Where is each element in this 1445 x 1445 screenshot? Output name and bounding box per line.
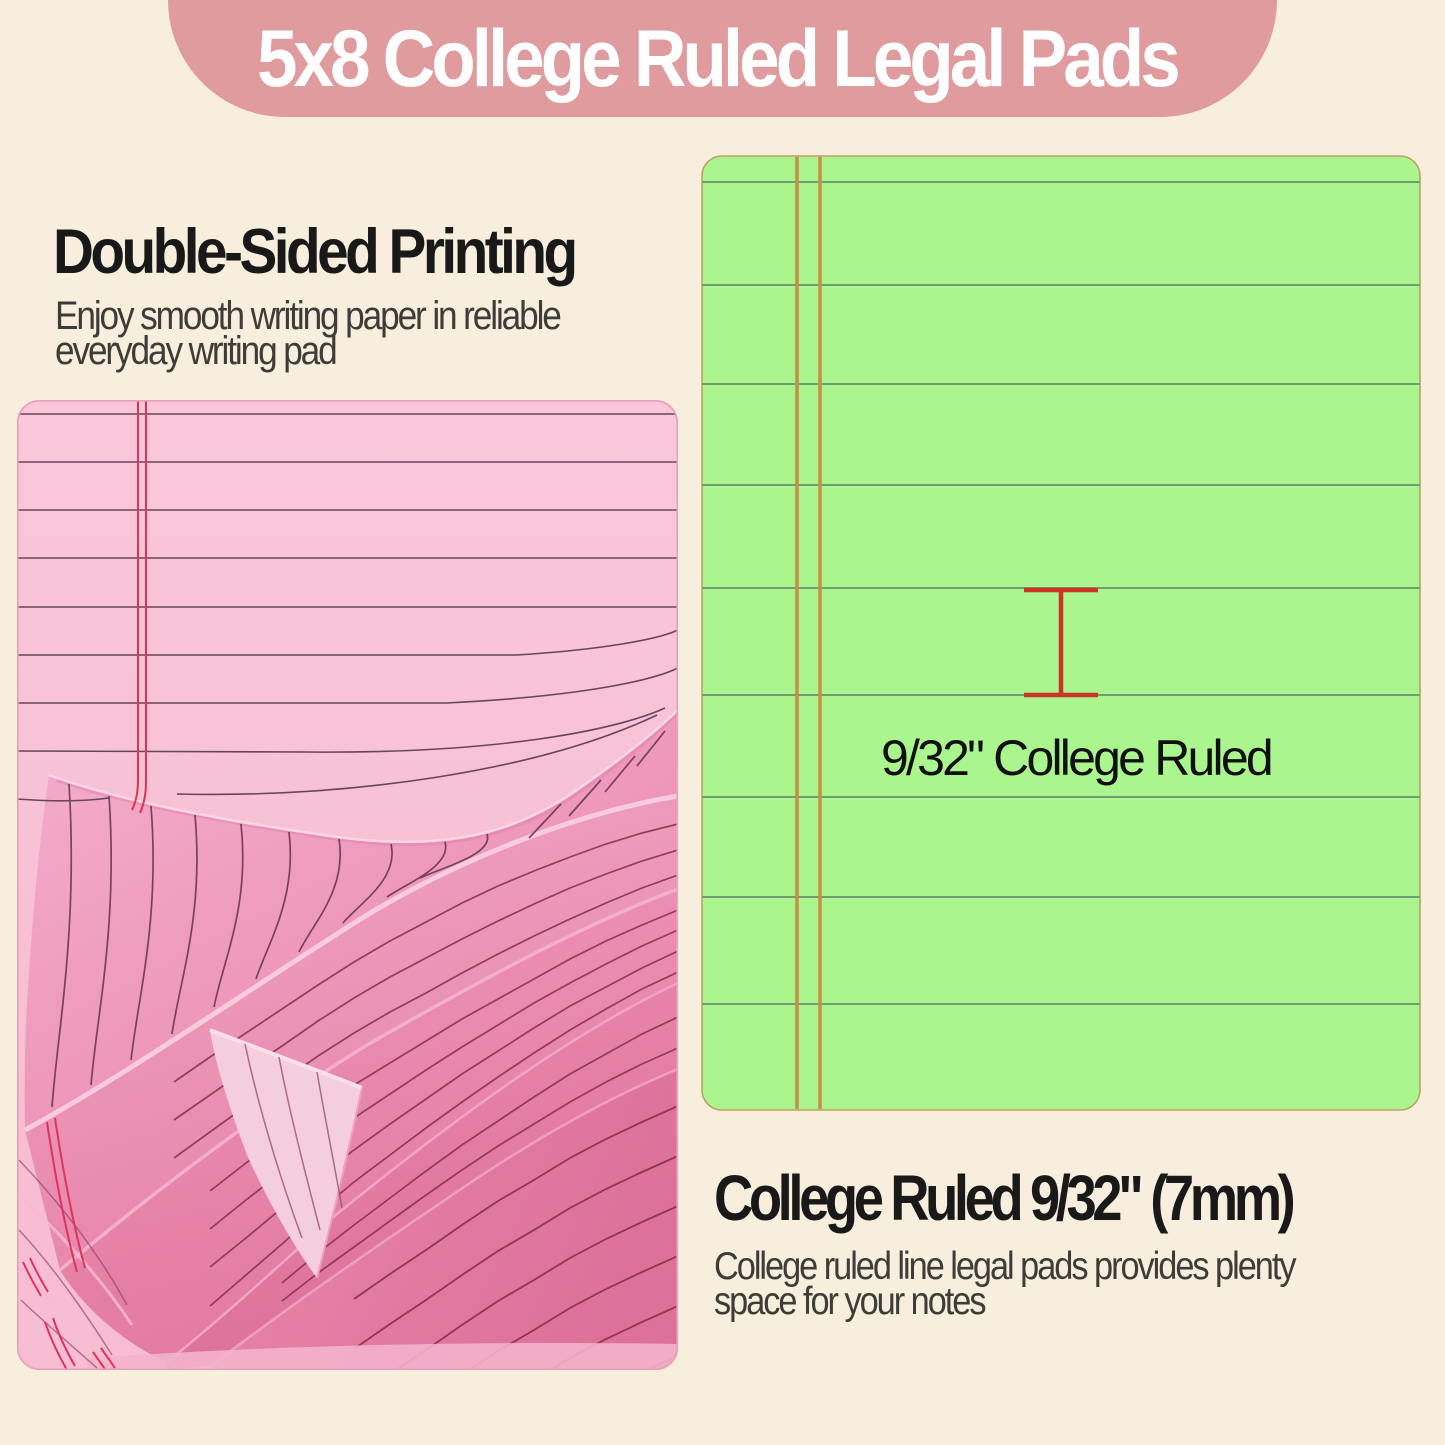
svg-text:9/32" College Ruled: 9/32" College Ruled — [881, 730, 1271, 786]
